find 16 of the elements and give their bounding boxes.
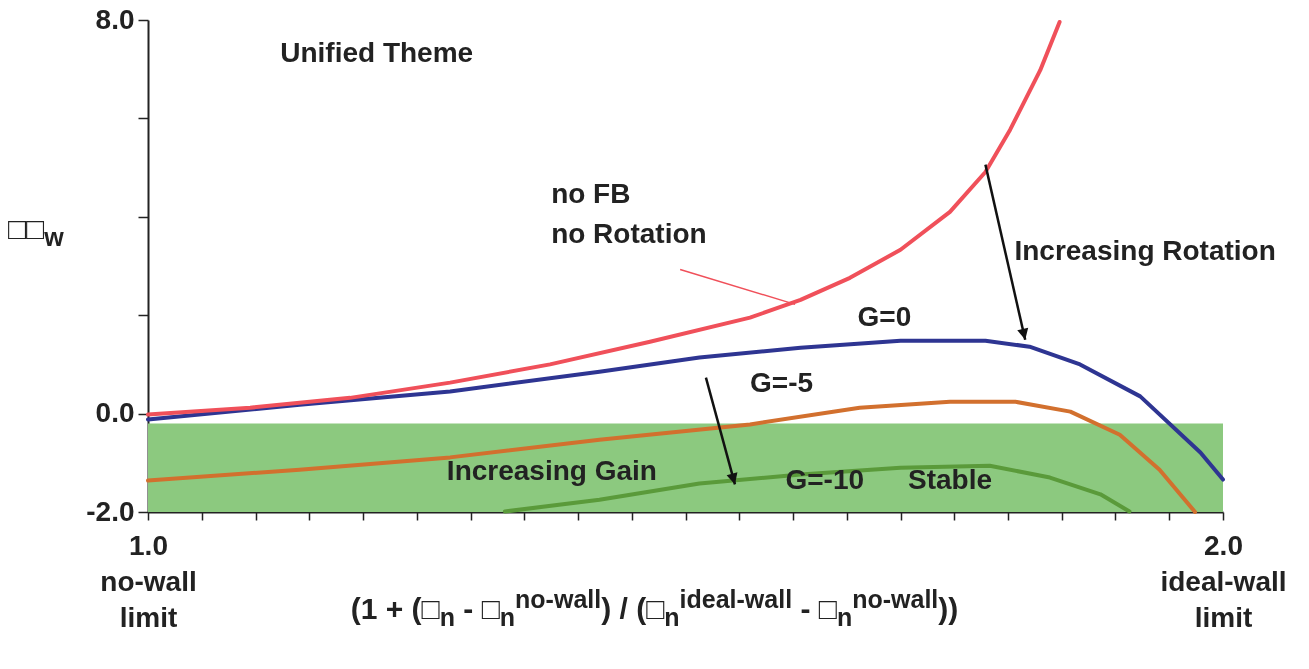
band-label: Stable — [908, 464, 993, 496]
y-axis-title: □□$_{w}$ — [8, 212, 64, 252]
annotation: Increasing Gain — [446, 454, 657, 486]
annotation: Unified Theme — [280, 37, 474, 69]
series-label: G=-10 — [785, 464, 865, 496]
line-series — [146, 399, 1198, 514]
annotation: Increasing Rotation — [1014, 234, 1276, 266]
series-label: G=-5 — [750, 367, 814, 399]
x-tick-label: 2.0 ideal-wall limit — [1160, 529, 1287, 633]
series-label: G=0 — [857, 300, 912, 332]
text: (1 + (□$_{n}$ - □$_{n}$$^{no-wall}$) / (□$_{n}$$^{ideal-wall}$ - □$_{n}$$^{no-wall}$)) — [350, 585, 959, 631]
text: no FB no Rotation — [551, 177, 707, 249]
y-tick-label: -2.0 — [86, 495, 135, 527]
y-tick-label: 8.0 — [95, 3, 135, 35]
y-tick-label: 0.0 — [95, 397, 135, 429]
x-tick-label: 1.0 no-wall limit — [100, 529, 197, 633]
